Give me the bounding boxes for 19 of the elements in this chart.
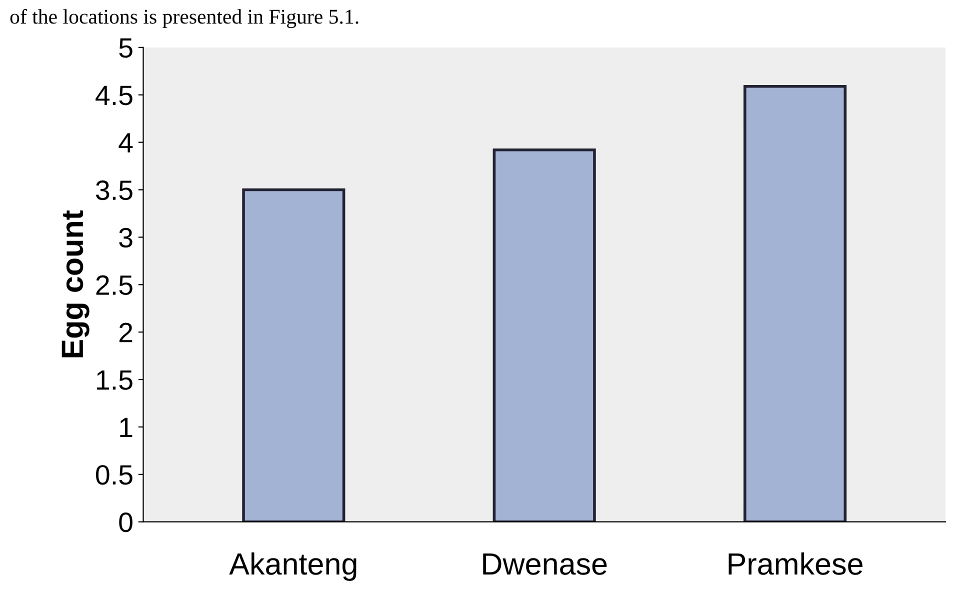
y-tick-label: 3 (119, 228, 132, 248)
x-tick-label: Dwenase (483, 554, 607, 575)
y-tick-label: 1.5 (97, 370, 132, 390)
x-tick-label: Pramkese (728, 552, 862, 575)
bar (242, 188, 346, 522)
y-tick-label: 2 (119, 322, 132, 342)
y-axis-title: Egg count (62, 210, 90, 358)
y-tick-label: 4.5 (96, 86, 132, 106)
y-tick-label: 1 (120, 418, 132, 438)
bar (492, 148, 596, 522)
y-tick-label: 4 (118, 133, 133, 152)
x-tick-label: Akanteng (229, 552, 356, 581)
bar (744, 84, 847, 522)
y-tick-label: 3.5 (96, 180, 132, 200)
y-tick-label: 0.5 (96, 465, 132, 485)
y-tick-label: 0 (119, 512, 132, 532)
y-tick-label: 2.5 (96, 275, 132, 295)
y-tick-label: 5 (119, 38, 132, 58)
text: of the locations is presented in Figure 5.1. (10, 8, 358, 28)
